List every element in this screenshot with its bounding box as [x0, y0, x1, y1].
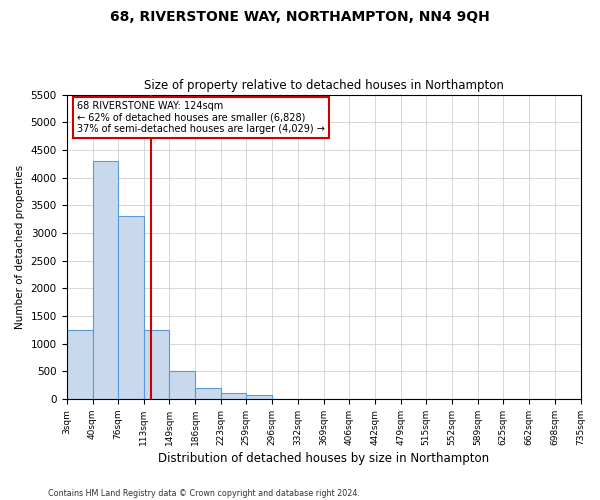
Text: Contains HM Land Registry data © Crown copyright and database right 2024.: Contains HM Land Registry data © Crown c…	[48, 488, 360, 498]
Bar	[92, 161, 118, 399]
Title: Size of property relative to detached houses in Northampton: Size of property relative to detached ho…	[143, 79, 503, 92]
Bar	[195, 388, 221, 399]
Bar	[118, 216, 144, 399]
Bar	[169, 372, 195, 399]
X-axis label: Distribution of detached houses by size in Northampton: Distribution of detached houses by size …	[158, 452, 489, 465]
Bar	[221, 394, 246, 399]
Y-axis label: Number of detached properties: Number of detached properties	[15, 164, 25, 329]
Bar	[67, 330, 92, 399]
Bar	[144, 330, 169, 399]
Text: 68 RIVERSTONE WAY: 124sqm
← 62% of detached houses are smaller (6,828)
37% of se: 68 RIVERSTONE WAY: 124sqm ← 62% of detac…	[77, 100, 325, 134]
Bar	[246, 395, 272, 399]
Text: 68, RIVERSTONE WAY, NORTHAMPTON, NN4 9QH: 68, RIVERSTONE WAY, NORTHAMPTON, NN4 9QH	[110, 10, 490, 24]
